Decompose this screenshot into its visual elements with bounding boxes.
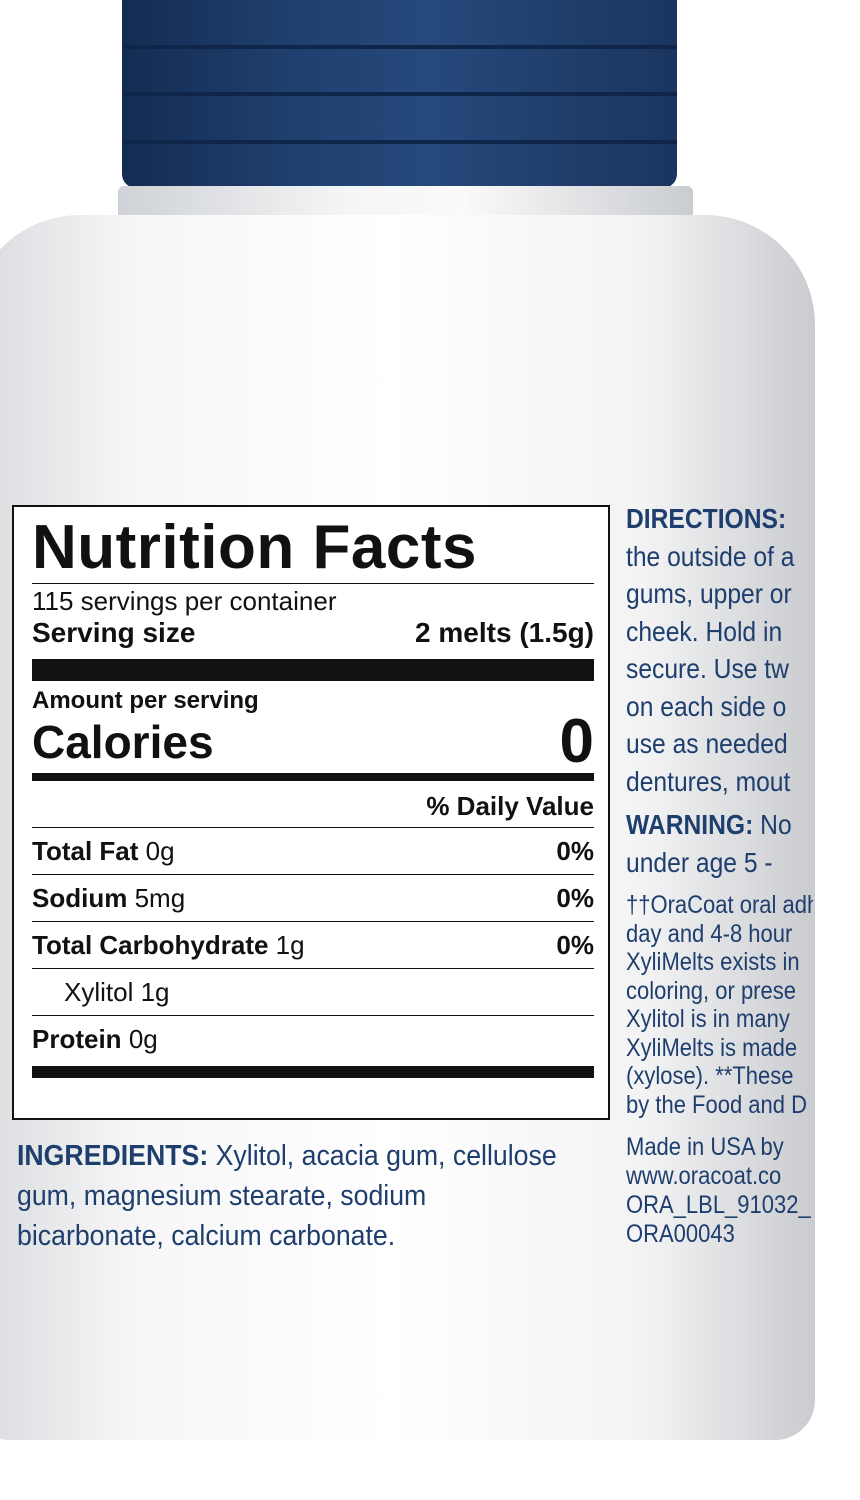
serving-size-label: Serving size: [32, 617, 196, 648]
directions-label: DIRECTIONS:: [626, 503, 787, 534]
amount-per-serving: Amount per serving: [32, 687, 259, 714]
bottle-cap: [122, 0, 677, 188]
divider: [32, 773, 594, 781]
calories-label: Calories: [32, 716, 214, 768]
calories-value: 0: [559, 707, 594, 776]
nutrition-title: Nutrition Facts: [32, 513, 477, 582]
nutrition-facts-panel: Nutrition Facts 115 servings per contain…: [12, 505, 610, 1120]
servings-per-container: 115 servings per container: [32, 586, 337, 616]
nutrient-row: Protein 0g: [32, 1015, 594, 1062]
divider: [32, 1066, 594, 1078]
serving-size-value: 2 melts (1.5g): [415, 617, 594, 648]
bottle-neck: [118, 186, 693, 220]
nutrient-row: Sodium 5mg 0%: [32, 874, 594, 921]
divider: [32, 659, 594, 681]
nutrient-row: Total Carbohydrate 1g 0%: [32, 921, 594, 968]
daily-value-header: % Daily Value: [426, 790, 594, 821]
nutrient-row: Xylitol 1g: [32, 968, 594, 1015]
warning-label: WARNING:: [626, 809, 754, 840]
nutrient-row: Total Fat 0g 0%: [32, 827, 594, 874]
ingredients: INGREDIENTS: Xylitol, acacia gum, cellul…: [17, 1140, 557, 1252]
side-label-text: DIRECTIONS: the outside of a gums, upper…: [626, 503, 813, 1248]
